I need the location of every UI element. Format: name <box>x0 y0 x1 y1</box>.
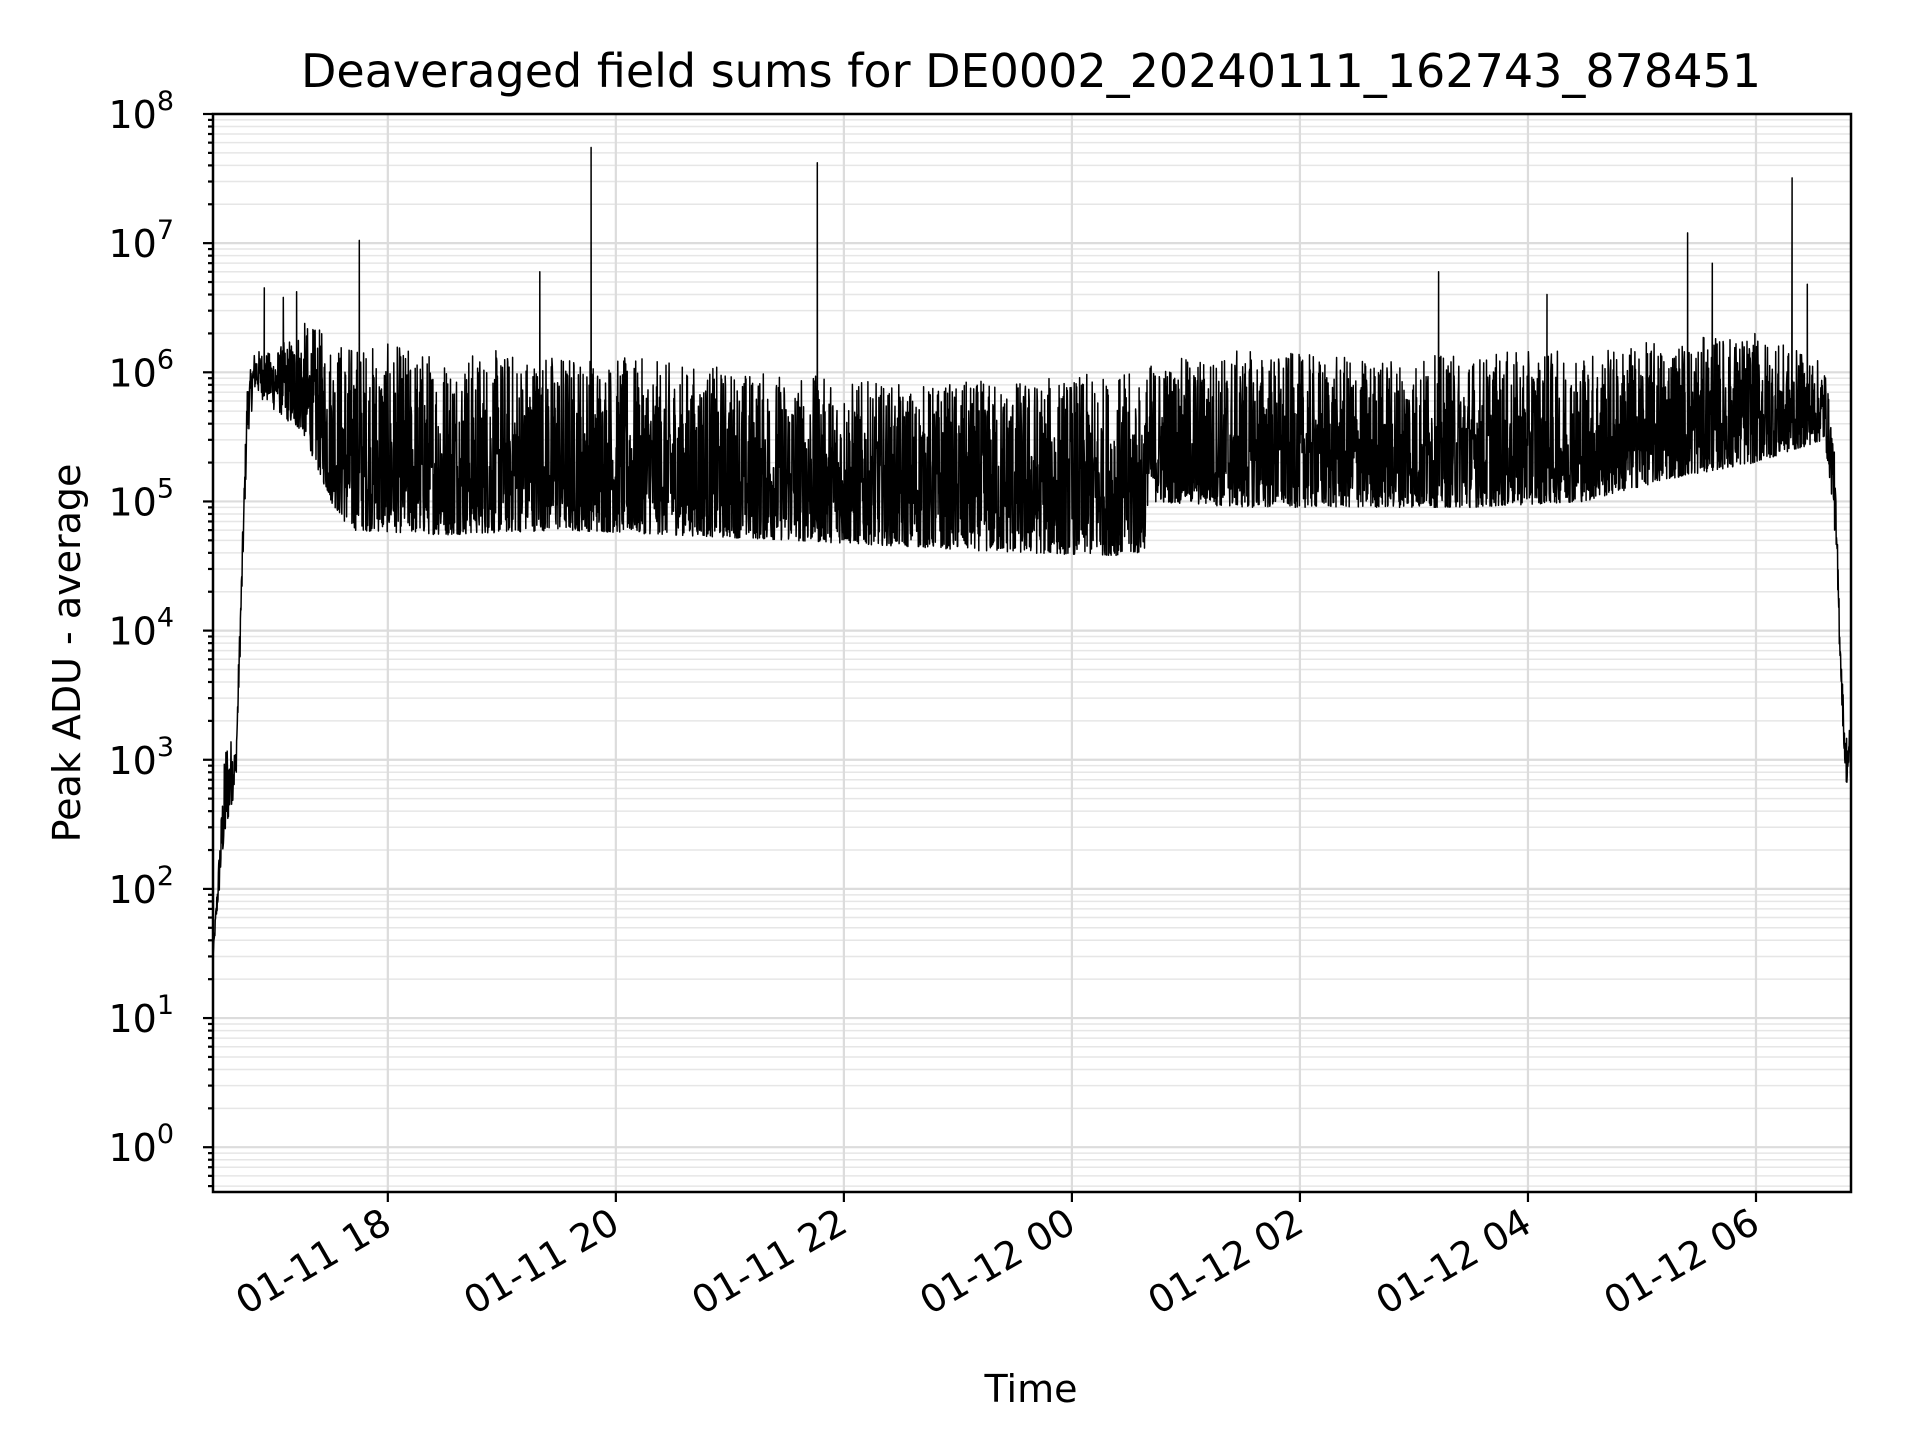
y-axis-label: Peak ADU - average <box>45 464 89 843</box>
y-tick-label: 101 <box>108 990 174 1041</box>
axis-ticks <box>203 112 1758 1202</box>
x-axis-label: Time <box>984 1367 1078 1411</box>
y-tick-label: 104 <box>108 603 174 654</box>
y-tick-label: 100 <box>108 1119 174 1170</box>
y-tick-label: 107 <box>108 215 174 266</box>
series-line <box>212 146 1852 957</box>
series-layer <box>212 146 1852 957</box>
y-tick-label: 106 <box>108 344 174 395</box>
y-tick-label: 105 <box>108 473 174 524</box>
y-tick-label: 102 <box>108 861 174 912</box>
chart-title: Deaveraged field sums for DE0002_2024011… <box>301 44 1761 98</box>
plot-frame <box>211 112 1853 1194</box>
y-tick-label: 108 <box>108 86 174 137</box>
y-tick-labels: 100 101 102 103 104 105 106 107 108 <box>108 86 174 1170</box>
y-tick-label: 103 <box>108 732 174 783</box>
